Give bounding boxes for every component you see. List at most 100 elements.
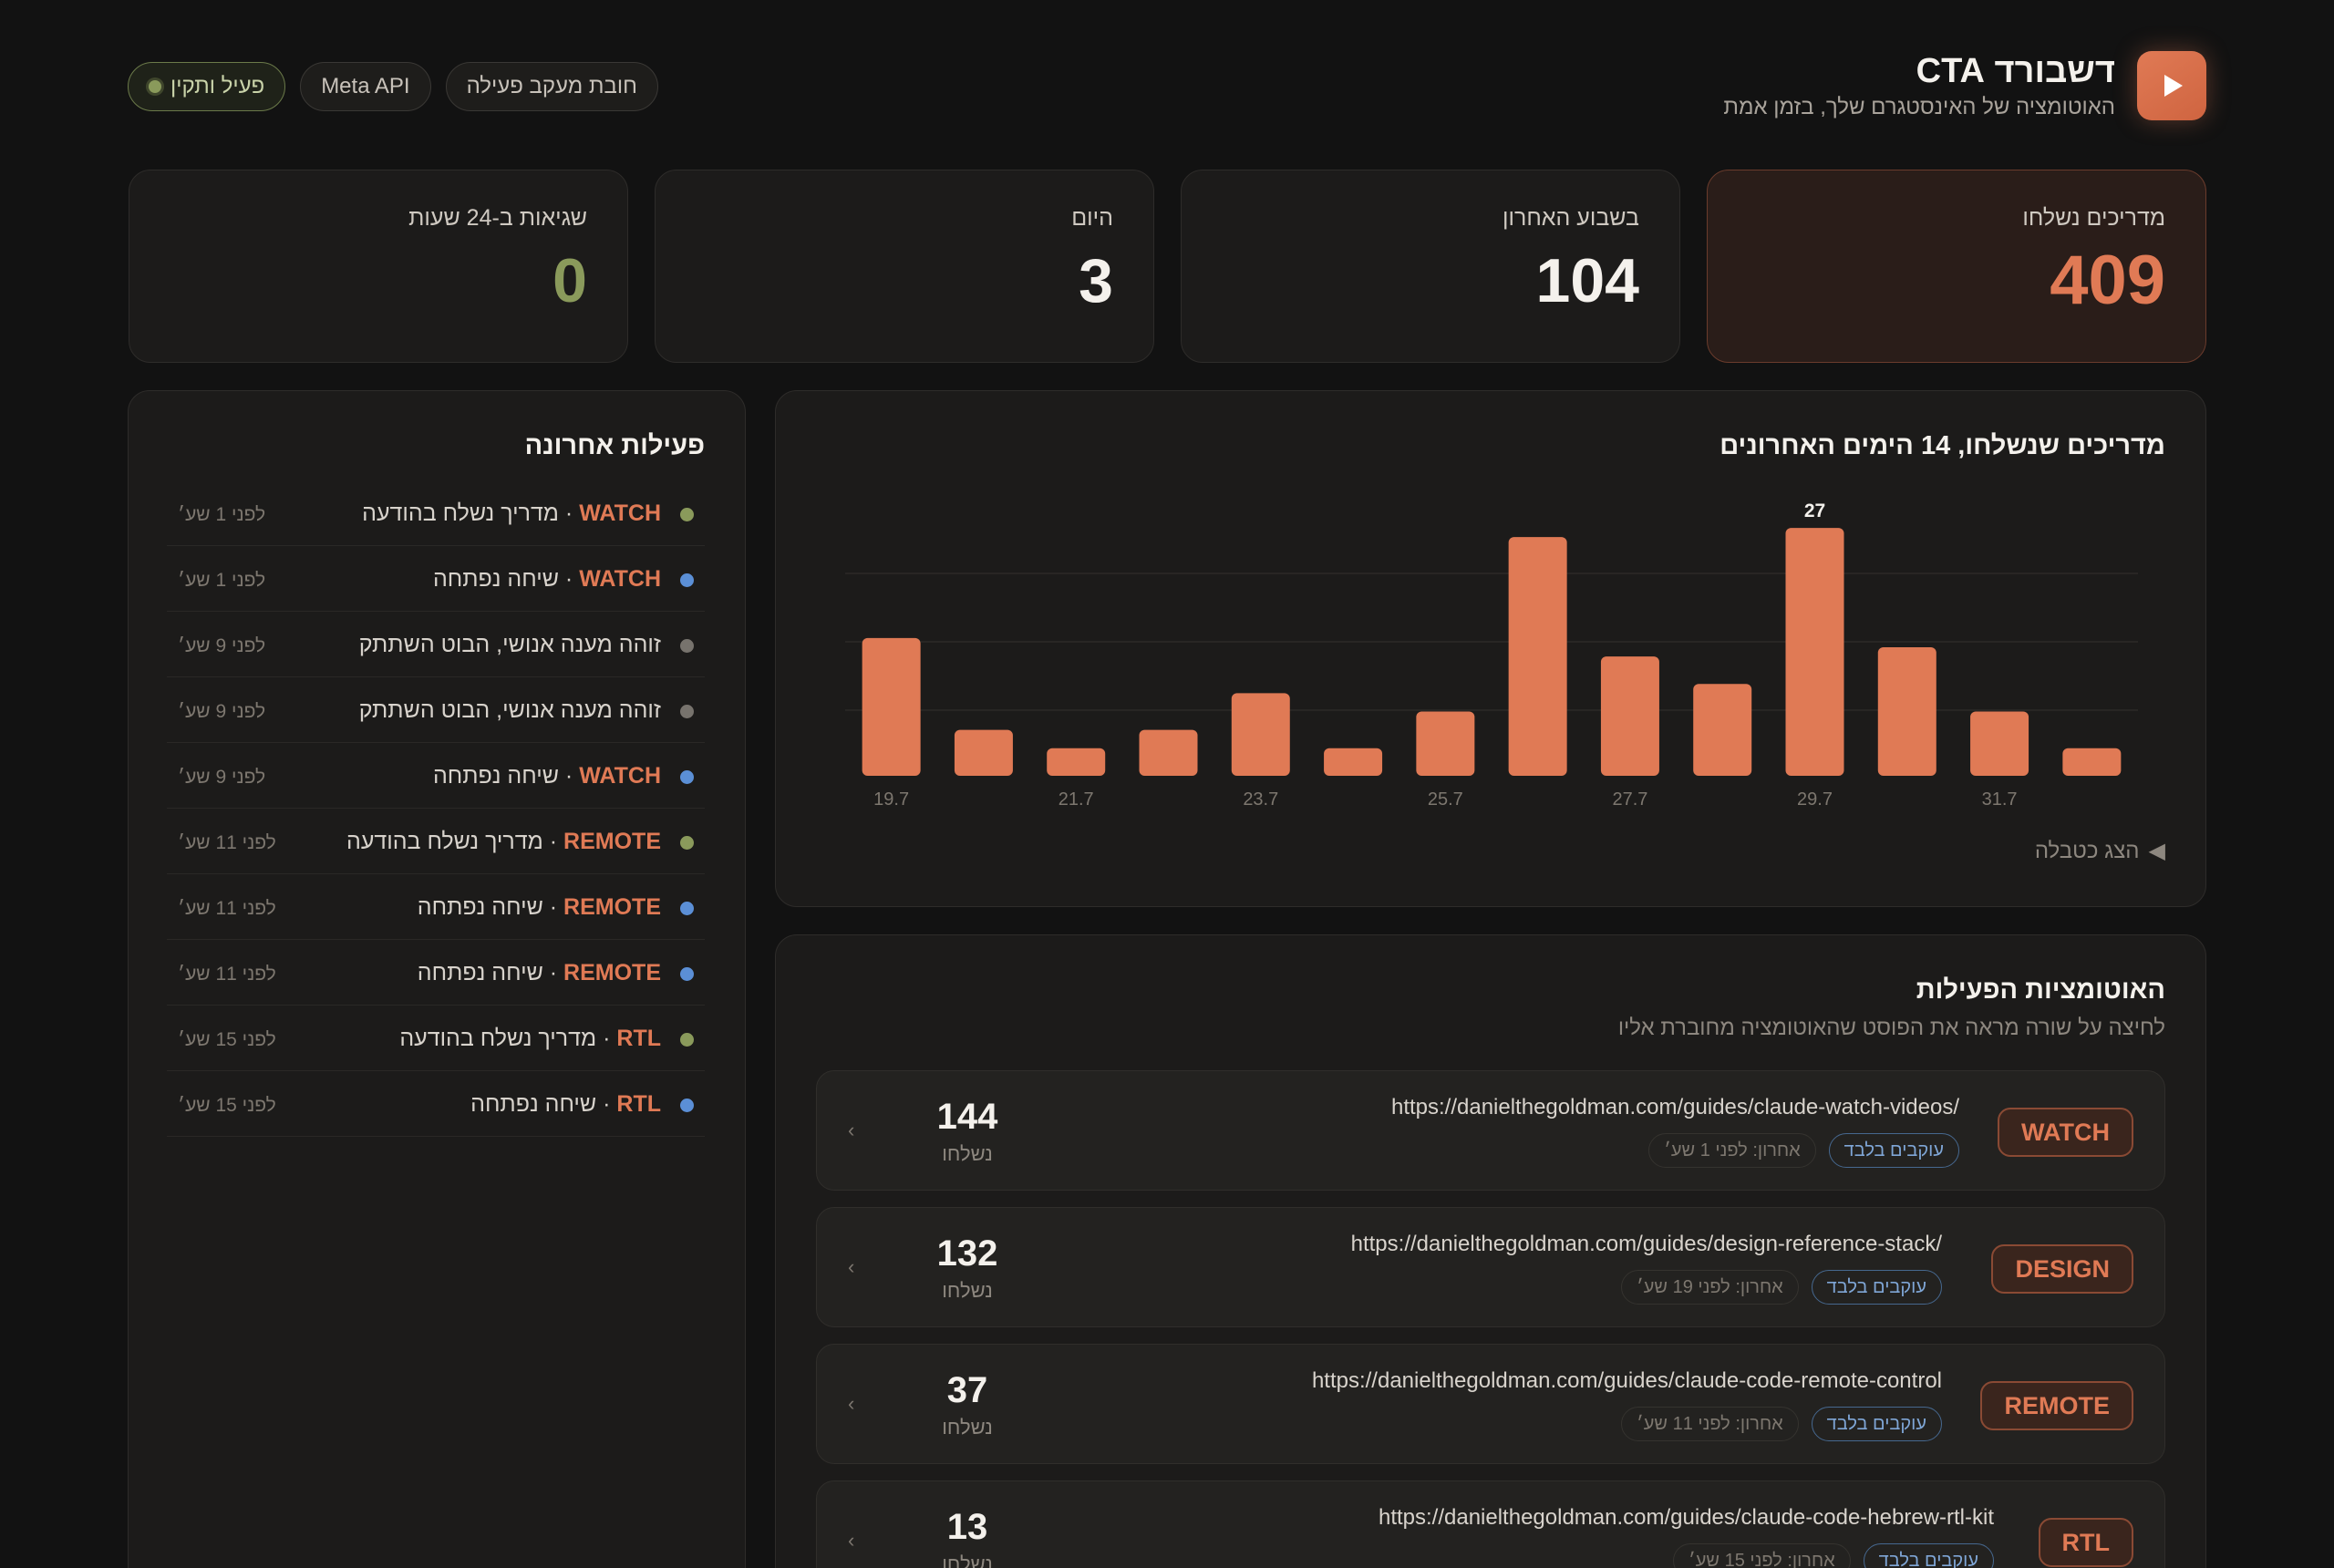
page-subtitle: האוטומציה של האינסטגרם שלך, בזמן אמת [1723, 95, 2115, 119]
status-dot-icon [680, 639, 694, 653]
activity-message: שיחה נפתחה [432, 763, 559, 789]
sent-unit: נשלחו [942, 1142, 993, 1165]
x-tick-label: 27.7 [1612, 789, 1647, 810]
status-dot-icon [680, 770, 694, 784]
activity-tag: WATCH [579, 500, 661, 526]
chart-bar[interactable] [1324, 748, 1383, 776]
chart-bar[interactable] [1693, 684, 1752, 776]
automation-meta: עוקבים בלבד אחרון: לפני 11 שע׳ [1621, 1407, 1942, 1441]
stat-card-errors: שגיאות ב-24 שעות 0 [129, 170, 628, 363]
activity-item: RTL · שיחה נפתחה לפני 15 שע׳ [167, 1071, 705, 1137]
sent-unit: נשלחו [942, 1279, 993, 1302]
chart-bar[interactable] [954, 729, 1013, 776]
status-dot-icon [680, 1033, 694, 1047]
chart-title: מדריכים שנשלחו, 14 הימים האחרונים [1720, 431, 2165, 460]
activity-time: לפני 11 שע׳ [178, 832, 276, 853]
activity-time: לפני 9 שע׳ [178, 701, 266, 722]
chevron-right-icon[interactable]: › [848, 1392, 855, 1415]
activity-item: REMOTE · מדריך נשלח בהודעה לפני 11 שע׳ [167, 809, 705, 874]
activity-text: WATCH · מדריך נשלח בהודעה [362, 500, 661, 527]
show-as-table-toggle[interactable]: ◀ הצג כטבלה [2035, 838, 2165, 864]
automation-row[interactable]: DESIGN https://danielthegoldman.com/guide… [816, 1207, 2165, 1327]
automation-url[interactable]: https://danielthegoldman.com/guides/clau… [1390, 1095, 1959, 1119]
stat-label: שגיאות ב-24 שעות [408, 205, 587, 231]
activity-time: לפני 1 שע׳ [178, 570, 266, 591]
activity-item: WATCH · שיחה נפתחה לפני 1 שע׳ [167, 546, 705, 612]
activity-separator: · [542, 960, 564, 985]
automation-row[interactable]: REMOTE https://danielthegoldman.com/guide… [816, 1344, 2165, 1464]
last-sent-badge: אחרון: לפני 15 שע׳ [1673, 1543, 1851, 1568]
stat-value: 0 [553, 246, 587, 315]
activity-item: RTL · מדריך נשלח בהודעה לפני 15 שע׳ [167, 1006, 705, 1071]
stat-value: 104 [1535, 246, 1639, 315]
chevron-right-icon[interactable]: › [848, 1119, 855, 1141]
activity-item: זוהה מענה אנושי, הבוט השתתק לפני 9 שע׳ [167, 677, 705, 743]
status-dot-icon [680, 573, 694, 587]
last-sent-badge: אחרון: לפני 19 שע׳ [1621, 1270, 1799, 1305]
chart-bar[interactable] [2062, 748, 2122, 776]
chart-bar[interactable] [1139, 729, 1198, 776]
activity-message: מדריך נשלח בהודעה [399, 1026, 597, 1051]
activity-tag: RTL [616, 1091, 661, 1117]
chart-bar[interactable] [1508, 537, 1567, 776]
activity-text: WATCH · שיחה נפתחה [433, 763, 661, 789]
x-tick-label: 25.7 [1428, 789, 1463, 810]
chart-bar[interactable] [862, 637, 921, 776]
automation-row[interactable]: RTL https://danielthegoldman.com/guides/c… [816, 1480, 2165, 1568]
activity-text: REMOTE · מדריך נשלח בהודעה [346, 829, 661, 855]
follow-required-pill[interactable]: חובת מעקב פעילה [445, 62, 658, 111]
automation-row[interactable]: WATCH https://danielthegoldman.com/guides… [816, 1070, 2165, 1191]
automation-tag: REMOTE [1980, 1381, 2133, 1430]
status-pill-active[interactable]: פעיל ותקין [128, 62, 286, 111]
chart-bar[interactable] [1600, 656, 1659, 776]
automation-url[interactable]: https://danielthegoldman.com/guides/desi… [1350, 1232, 1942, 1256]
status-dot-icon [680, 508, 694, 521]
caret-left-icon: ◀ [2148, 839, 2165, 863]
chart-bar[interactable] [1785, 528, 1844, 776]
activity-separator: · [558, 763, 580, 789]
chart-bar[interactable] [1970, 711, 2029, 777]
automation-meta: עוקבים בלבד אחרון: לפני 15 שע׳ [1673, 1543, 1994, 1568]
activity-time: לפני 11 שע׳ [178, 964, 276, 985]
chart-bar[interactable] [1877, 647, 1936, 776]
activity-time: לפני 15 שע׳ [178, 1029, 276, 1050]
activity-message: זוהה מענה אנושי, הבוט השתתק [358, 632, 661, 657]
x-tick-label: 19.7 [873, 789, 909, 810]
automation-url[interactable]: https://danielthegoldman.com/guides/clau… [1311, 1368, 1942, 1393]
activity-tag: RTL [616, 1026, 661, 1051]
activity-item: WATCH · שיחה נפתחה לפני 9 שע׳ [167, 743, 705, 809]
automation-count: 144 נשלחו [917, 1097, 1017, 1166]
dashboard-page: דשבורד CTA האוטומציה של האינסטגרם שלך, ב… [128, 0, 2206, 1568]
stat-card-guides-sent: מדריכים נשלחו 409 [1707, 170, 2206, 363]
chart-bar[interactable] [1416, 711, 1475, 777]
activity-message: שיחה נפתחה [470, 1091, 597, 1117]
activity-item: REMOTE · שיחה נפתחה לפני 11 שע׳ [167, 940, 705, 1006]
activity-time: לפני 9 שע׳ [178, 767, 266, 788]
automation-tag: RTL [2038, 1518, 2133, 1567]
status-dot-icon [149, 80, 161, 93]
automation-count: 13 נשלחו [917, 1507, 1017, 1568]
activity-list: WATCH · מדריך נשלח בהודעה לפני 1 שע׳ WATCH… [167, 480, 705, 1137]
status-pills: פעיל ותקין Meta API חובת מעקב פעילה [128, 62, 658, 111]
followers-only-badge: עוקבים בלבד [1811, 1270, 1942, 1305]
activity-message: שיחה נפתחה [417, 894, 543, 920]
chevron-right-icon[interactable]: › [848, 1255, 855, 1278]
activity-time: לפני 9 שע׳ [178, 635, 266, 656]
automation-url[interactable]: https://danielthegoldman.com/guides/clau… [1378, 1505, 1994, 1530]
activity-item: REMOTE · שיחה נפתחה לפני 11 שע׳ [167, 874, 705, 940]
chevron-right-icon[interactable]: › [848, 1529, 855, 1552]
activity-message: שיחה נפתחה [432, 566, 559, 592]
stat-value: 3 [1079, 246, 1113, 315]
activity-text: RTL · מדריך נשלח בהודעה [399, 1026, 661, 1052]
status-dot-icon [680, 902, 694, 915]
sent-count: 132 [936, 1233, 998, 1274]
activity-separator: · [542, 894, 564, 920]
sent-unit: נשלחו [942, 1553, 993, 1568]
meta-api-pill[interactable]: Meta API [300, 62, 431, 111]
activity-title: פעילות אחרונה [524, 431, 705, 460]
activity-text: זוהה מענה אנושי, הבוט השתתק [359, 632, 661, 658]
automation-meta: עוקבים בלבד אחרון: לפני 1 שע׳ [1648, 1133, 1959, 1168]
chart-bar[interactable] [1231, 693, 1290, 776]
chart-bar[interactable] [1047, 748, 1106, 776]
automation-tag: DESIGN [1991, 1244, 2133, 1294]
